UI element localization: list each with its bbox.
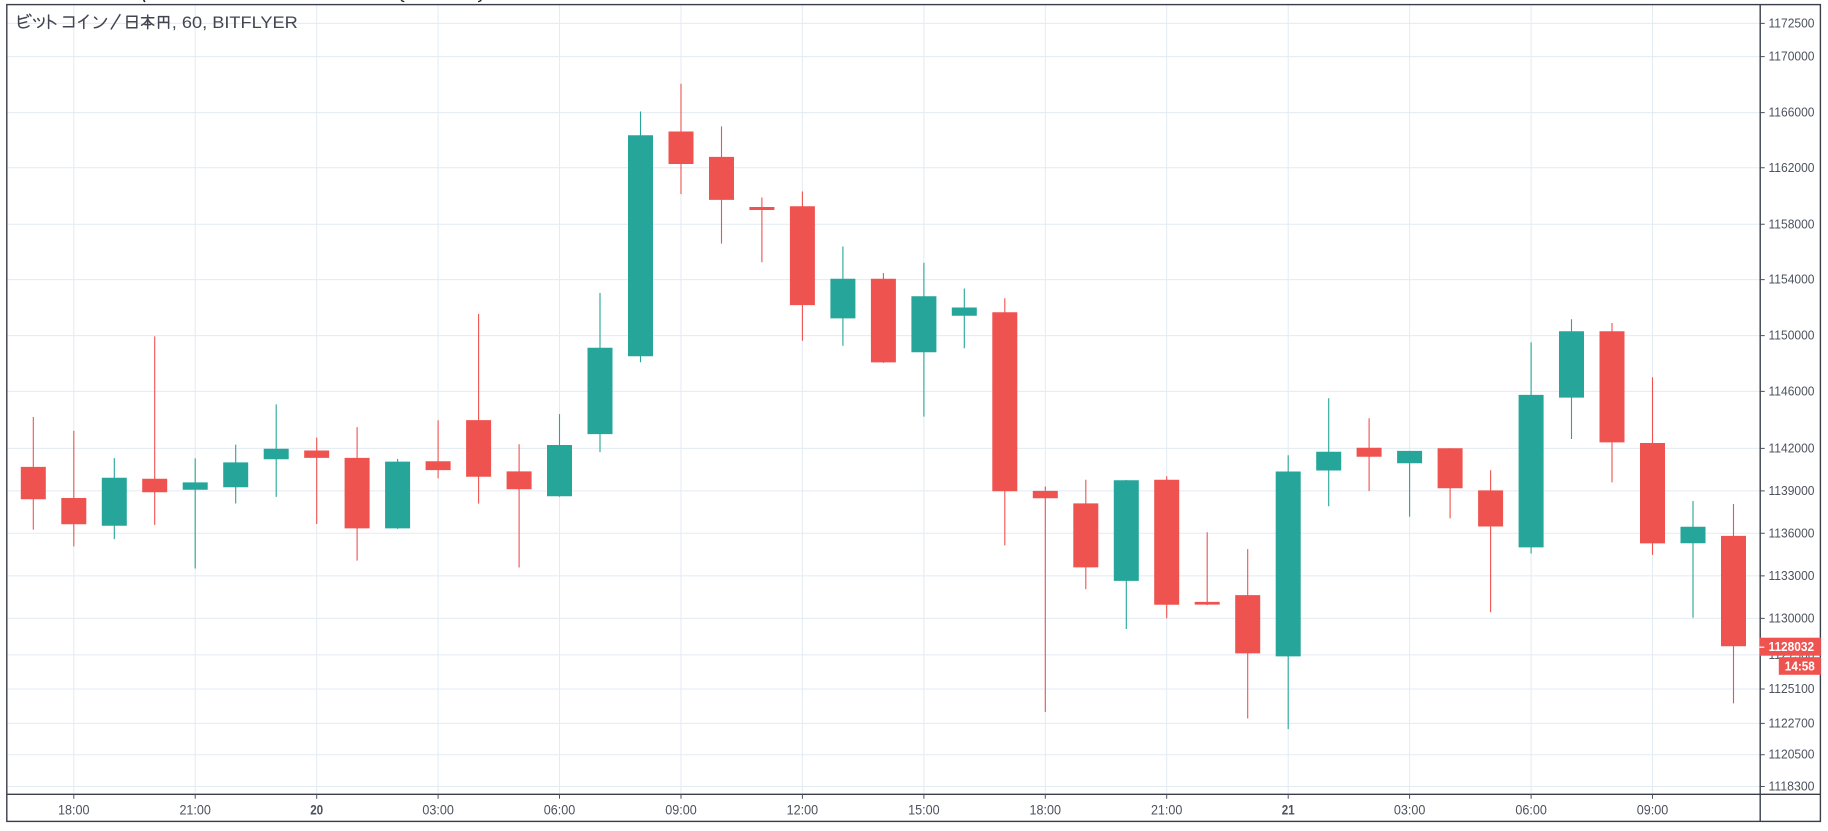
svg-text:09:00: 09:00 xyxy=(1637,802,1669,818)
svg-text:14:58: 14:58 xyxy=(1785,659,1815,674)
svg-text:15:00: 15:00 xyxy=(908,802,940,818)
svg-text:1125100: 1125100 xyxy=(1769,681,1815,696)
svg-text:21:00: 21:00 xyxy=(1151,802,1183,818)
svg-text:09:00: 09:00 xyxy=(665,802,697,818)
svg-text:1154000: 1154000 xyxy=(1769,272,1815,287)
svg-text:1130000: 1130000 xyxy=(1769,610,1815,625)
svg-text:06:00: 06:00 xyxy=(1515,802,1547,818)
svg-text:20: 20 xyxy=(310,802,323,818)
svg-text:1166000: 1166000 xyxy=(1769,105,1815,120)
svg-text:1146000: 1146000 xyxy=(1769,383,1815,398)
svg-text:1120500: 1120500 xyxy=(1769,747,1815,762)
svg-text:03:00: 03:00 xyxy=(1394,802,1426,818)
svg-text:21:00: 21:00 xyxy=(179,802,211,818)
svg-text:18:00: 18:00 xyxy=(58,802,90,818)
svg-text:12:00: 12:00 xyxy=(787,802,819,818)
svg-text:1170000: 1170000 xyxy=(1769,49,1815,64)
svg-text:18:00: 18:00 xyxy=(1030,802,1062,818)
svg-text:1122700: 1122700 xyxy=(1769,715,1815,730)
svg-text:06:00: 06:00 xyxy=(544,802,576,818)
svg-text:1128032: 1128032 xyxy=(1769,639,1815,654)
svg-text:1158000: 1158000 xyxy=(1769,216,1815,231)
svg-text:, 60, BITFLYER: , 60, BITFLYER xyxy=(172,14,298,32)
svg-text:1162000: 1162000 xyxy=(1769,160,1815,175)
svg-text:1150000: 1150000 xyxy=(1769,328,1815,343)
svg-text:1118300: 1118300 xyxy=(1769,779,1815,794)
svg-text:1172500: 1172500 xyxy=(1769,15,1815,30)
svg-text:21: 21 xyxy=(1282,802,1295,818)
svg-text:1142000: 1142000 xyxy=(1769,440,1815,455)
svg-text:03:00: 03:00 xyxy=(422,802,454,818)
svg-text:1136000: 1136000 xyxy=(1769,525,1815,540)
svg-text:1139000: 1139000 xyxy=(1769,483,1815,498)
svg-text:1133000: 1133000 xyxy=(1769,568,1815,583)
